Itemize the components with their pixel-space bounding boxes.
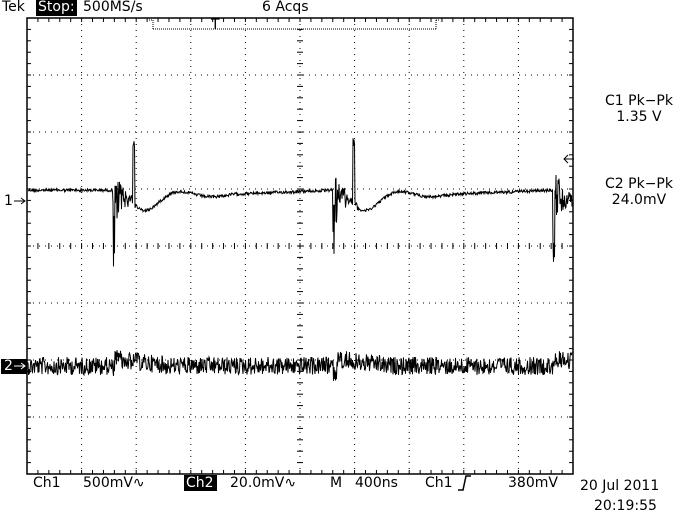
trigger-position: T xyxy=(210,17,220,33)
trigger-source: Ch1 xyxy=(425,475,453,491)
ch2-trace xyxy=(27,350,573,381)
brand: Tek xyxy=(1,0,26,15)
record-bar xyxy=(149,19,440,30)
ch2-label: Ch2 xyxy=(186,475,214,491)
ch1-label: Ch1 xyxy=(33,475,61,491)
trigger-level: 380mV xyxy=(508,475,558,491)
ch2-arrow xyxy=(14,362,26,370)
ch2-label-box xyxy=(184,475,217,491)
ch1-trace xyxy=(27,138,573,267)
state: Stop: xyxy=(38,0,75,15)
acquisitions: 6 Acqs xyxy=(262,0,309,15)
time: 20:19:55 xyxy=(594,498,657,514)
measurement-label: C2 Pk−Pk xyxy=(605,176,674,192)
sample-rate: 500MS/s xyxy=(83,0,143,15)
ch2-marker: 2 xyxy=(4,358,13,374)
state-box xyxy=(36,0,77,16)
trigger-slope xyxy=(458,475,471,491)
trigger-level-arrow xyxy=(563,154,574,164)
timebase-label: M xyxy=(330,475,342,491)
ch1-marker: 1 xyxy=(4,193,13,209)
date: 20 Jul 2011 xyxy=(580,478,659,494)
ch2-scale: 20.0mV∿ xyxy=(230,475,296,491)
ch1-arrow xyxy=(14,197,26,205)
measurement-value: 1.35 V xyxy=(616,109,662,125)
measurement-value: 24.0mV xyxy=(612,192,667,208)
graticule-border xyxy=(26,17,574,475)
timebase: 400ns xyxy=(355,475,398,491)
measurement-label: C1 Pk−Pk xyxy=(605,93,674,109)
ch1-scale: 500mV∿ xyxy=(83,475,145,491)
